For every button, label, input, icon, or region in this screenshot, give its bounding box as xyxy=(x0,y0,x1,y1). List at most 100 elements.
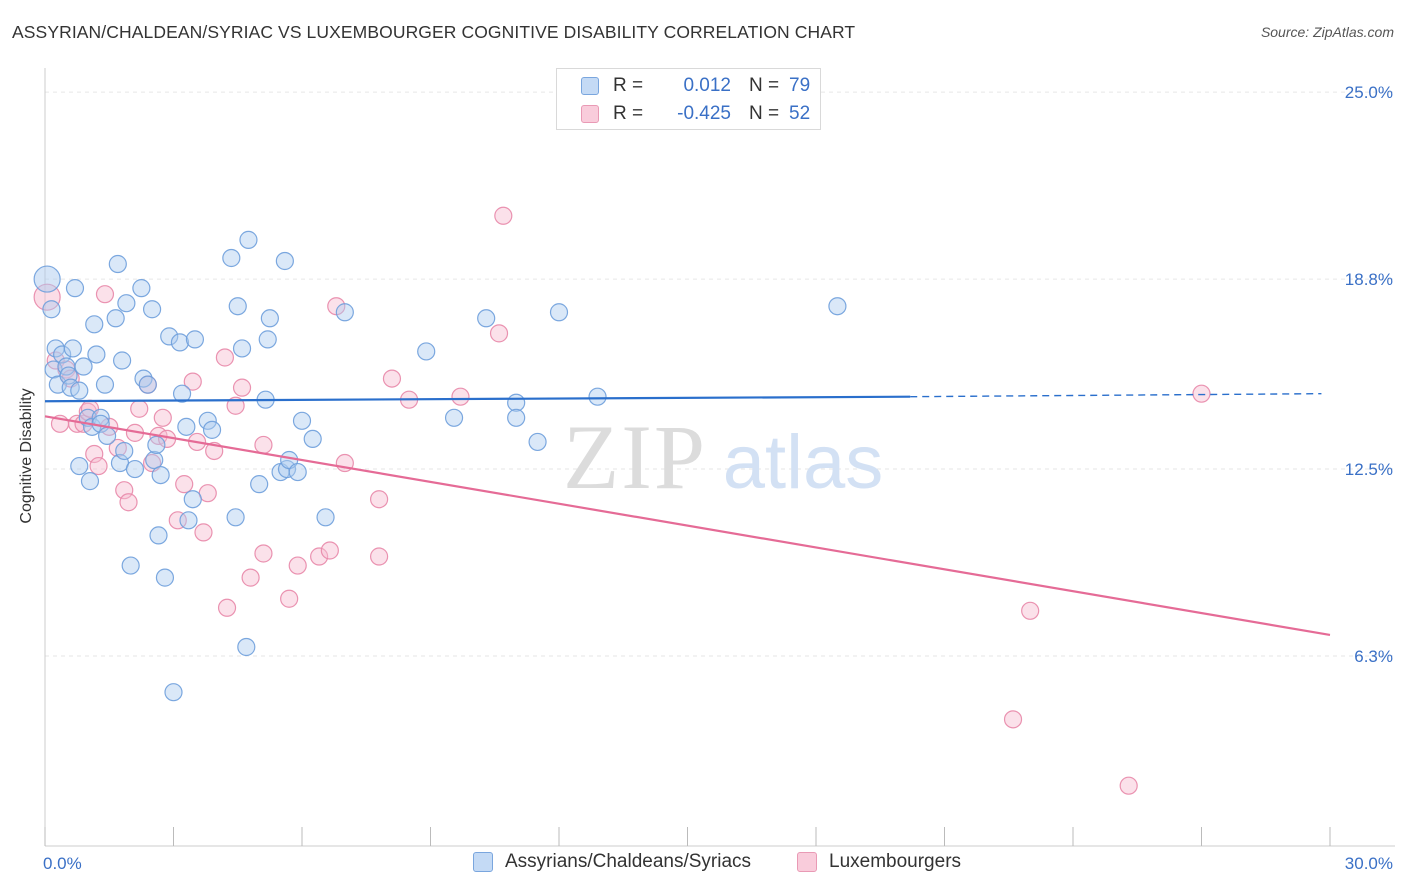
assyrian-point xyxy=(85,315,104,334)
luxembourger-point xyxy=(217,598,237,617)
luxembourger-point xyxy=(226,396,245,415)
assyrian-point xyxy=(164,683,183,702)
assyrian-point xyxy=(117,294,136,313)
y-tick-label: 6.3% xyxy=(1354,647,1393,666)
y-axis-label: Cognitive Disability xyxy=(18,388,35,524)
assyrian-point xyxy=(121,556,140,575)
assyrian-point xyxy=(106,309,125,328)
assyrian-point xyxy=(549,303,569,322)
legend-label: Assyrians/Chaldeans/Syriacs xyxy=(505,851,752,872)
x-tick-label: 0.0% xyxy=(43,854,82,873)
assyrian-point xyxy=(98,426,117,445)
source-label: Source: ZipAtlas.com xyxy=(1260,24,1394,40)
watermark-atlas: atlas xyxy=(723,420,884,505)
assyrian-point xyxy=(258,330,277,349)
luxembourger-point xyxy=(280,589,299,608)
assyrian-point xyxy=(292,411,312,430)
assyrian-point xyxy=(151,465,170,485)
assyrian-point xyxy=(149,526,168,545)
assyrian-point xyxy=(288,462,307,482)
legend-label: Luxembourgers xyxy=(829,851,962,872)
luxembourger-point xyxy=(130,399,149,418)
legend-swatch-pink xyxy=(797,852,817,872)
luxembourger-trend-line xyxy=(44,415,1331,636)
assyrian-point xyxy=(260,309,279,328)
assyrian-point xyxy=(138,375,157,394)
luxembourger-point xyxy=(370,490,389,509)
assyrian-point xyxy=(95,375,115,394)
luxembourger-point xyxy=(1021,601,1040,620)
assyrian-point xyxy=(528,432,547,452)
luxembourger-point xyxy=(1192,384,1211,403)
assyrian-point xyxy=(177,417,196,436)
assyrian-point xyxy=(172,384,192,403)
luxembourger-point xyxy=(320,541,339,560)
watermark: ZIP atlas xyxy=(563,406,883,508)
axes xyxy=(44,68,1395,847)
assyrian-point xyxy=(232,339,252,358)
x-tick-labels: 0.0% 30.0% xyxy=(43,854,1393,873)
assyrian-point xyxy=(335,303,354,322)
y-tick-label: 12.5% xyxy=(1345,460,1393,479)
assyrian-point xyxy=(170,333,190,352)
assyrian-point xyxy=(33,265,61,293)
luxembourger-point xyxy=(310,547,329,566)
stats-row-luxembourger: R = -0.425 N = 52 xyxy=(581,99,810,129)
assyrian-point xyxy=(507,408,526,427)
luxembourger-point xyxy=(288,556,307,575)
y-tick-label: 25.0% xyxy=(1345,83,1393,102)
luxembourger-point xyxy=(489,324,509,343)
assyrian-point xyxy=(222,248,241,268)
chart-title: ASSYRIAN/CHALDEAN/SYRIAC VS LUXEMBOURGER… xyxy=(12,22,856,42)
watermark-zip: ZIP xyxy=(563,406,707,508)
assyrian-trend-line xyxy=(44,395,911,403)
assyrian-point xyxy=(70,381,89,400)
assyrian-point xyxy=(588,387,607,406)
assyrian-point xyxy=(65,279,85,298)
assyrian-point xyxy=(160,327,179,346)
assyrian-trend-extension xyxy=(910,392,1322,398)
n-label: N = xyxy=(749,103,780,124)
legend-item-assyrian: Assyrians/Chaldeans/Syriacs xyxy=(473,851,751,873)
luxembourger-point xyxy=(89,456,108,476)
assyrian-point xyxy=(417,342,436,361)
luxembourger-point xyxy=(382,369,402,388)
luxembourger-point xyxy=(254,544,273,563)
luxembourger-point xyxy=(494,206,513,225)
luxembourger-point xyxy=(232,378,252,397)
luxembourger-point xyxy=(175,475,194,494)
assyrian-point xyxy=(108,254,127,274)
legend-item-luxembourger: Luxembourgers xyxy=(797,851,961,873)
y-tick-labels: 25.0% 18.8% 12.5% 6.3% xyxy=(1345,83,1393,666)
n-value: 52 xyxy=(789,103,811,124)
assyrian-point xyxy=(70,456,89,476)
x-tick-label: 30.0% xyxy=(1345,854,1393,873)
series-legend: Assyrians/Chaldeans/Syriacs Luxembourger… xyxy=(0,851,1406,879)
luxembourger-point xyxy=(254,435,273,455)
assyrian-point xyxy=(179,511,198,530)
assyrian-point xyxy=(115,441,134,461)
luxembourger-point xyxy=(215,348,234,367)
luxembourger-point xyxy=(119,493,138,512)
luxembourger-point xyxy=(115,481,134,500)
assyrian-point xyxy=(828,297,847,316)
luxembourger-point xyxy=(85,444,104,464)
assyrian-point xyxy=(145,450,164,470)
assyrian-point xyxy=(147,435,166,455)
assyrian-point xyxy=(63,339,82,358)
assyrian-point xyxy=(237,637,256,657)
assyrian-point xyxy=(239,230,258,249)
luxembourger-point xyxy=(168,511,187,530)
n-label: N = xyxy=(749,75,780,96)
r-value: 0.012 xyxy=(683,75,731,96)
assyrian-point xyxy=(112,351,132,370)
assyrian-point xyxy=(132,279,151,298)
luxembourger-point xyxy=(1003,710,1023,729)
legend-swatch-blue xyxy=(581,77,599,95)
trend-lines xyxy=(44,392,1331,636)
assyrian-points xyxy=(33,230,847,702)
luxembourger-point xyxy=(451,387,470,406)
assyrian-point xyxy=(228,297,247,316)
r-label: R = xyxy=(613,103,644,124)
assyrian-point xyxy=(87,345,106,364)
